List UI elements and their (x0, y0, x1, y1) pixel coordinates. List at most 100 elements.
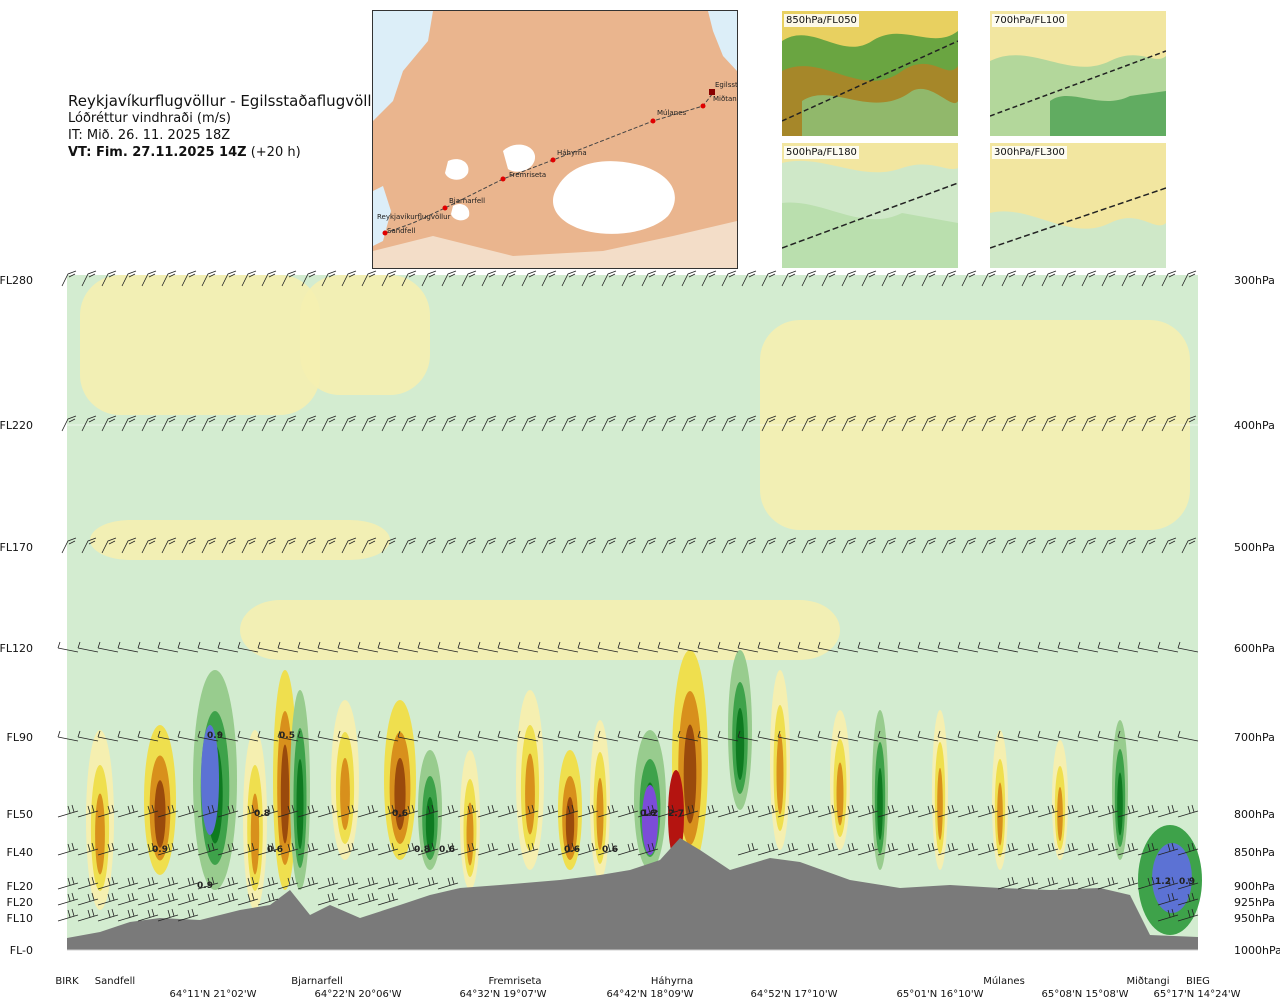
wind-barb (197, 804, 219, 818)
wind-barb (161, 415, 177, 432)
wind-barb (937, 730, 959, 742)
wind-barb (877, 842, 899, 856)
wind-barb (157, 804, 179, 818)
fl-tick-label: FL20 (7, 880, 33, 893)
wind-barb (997, 804, 1019, 818)
waypoint-label: Bjarnarfell (291, 976, 343, 987)
wind-barb (597, 804, 619, 818)
wind-barb (137, 804, 159, 818)
wind-barb (81, 270, 97, 287)
wind-barb (597, 842, 619, 856)
coordinate-label: 64°22'N 20°06'W (315, 989, 402, 1000)
wind-barb (961, 537, 977, 554)
wind-barb (881, 537, 897, 554)
wind-barb (1177, 876, 1199, 890)
route-map: Reykjavíkurflugvöllur Sandfell Bjarnarfe… (372, 10, 738, 269)
wind-barb (317, 842, 339, 856)
wind-barb (957, 641, 979, 653)
strong-downdraft-core (668, 770, 684, 860)
wind-barb (801, 415, 817, 432)
wind-barb (1157, 842, 1179, 856)
wind-barb (617, 804, 639, 818)
wind-barb (857, 641, 879, 653)
value-label: 0.5 (279, 731, 295, 741)
wind-barb (197, 892, 219, 906)
wind-barb (977, 730, 999, 742)
wind-barb (481, 415, 497, 432)
wind-barb (1097, 842, 1119, 856)
wind-barb (177, 876, 199, 890)
coordinate-label: 64°52'N 17°10'W (751, 989, 838, 1000)
wind-barb (577, 804, 599, 818)
wind-barb (757, 842, 779, 856)
wind-barb (1057, 842, 1079, 856)
wind-barb (1021, 537, 1037, 554)
wind-barb (221, 537, 237, 554)
wind-barb (377, 892, 399, 906)
wind-barb (741, 270, 757, 287)
wind-barb (381, 537, 397, 554)
value-labels: 0.90.90.50.90.80.60.60.8 0.6 0.6 0.60.61.2 2… (152, 731, 1195, 891)
wind-barb (857, 842, 879, 856)
wind-barb (577, 641, 599, 653)
wind-barb (357, 876, 379, 890)
wind-barb (957, 730, 979, 742)
map-label-hahyrna: Háhyrna (557, 149, 587, 157)
wind-barb (741, 537, 757, 554)
value-label: 0.9 (197, 881, 213, 891)
wind-barb (837, 804, 859, 818)
wind-barb (677, 641, 699, 653)
wind-barb (837, 641, 859, 653)
wind-barb (921, 415, 937, 432)
wind-barb (397, 804, 419, 818)
wind-barb (137, 842, 159, 856)
wind-barb (841, 415, 857, 432)
wind-barb (941, 270, 957, 287)
wind-barb (1021, 270, 1037, 287)
wind-barb (1141, 537, 1157, 554)
velocity-contour (937, 768, 943, 840)
wind-barb (1137, 876, 1159, 890)
wind-barb (1097, 730, 1119, 742)
map-label-sandfell: Sandfell (387, 227, 415, 235)
wind-barb (617, 641, 639, 653)
valid-time: VT: Fim. 27.11.2025 14Z (68, 145, 247, 160)
wind-barb (737, 730, 759, 742)
wind-barb (537, 730, 559, 742)
wind-barb (1137, 641, 1159, 653)
wind-barb (397, 641, 419, 653)
wind-barb (181, 537, 197, 554)
mini-map-500hpa-svg (782, 143, 958, 268)
fl-tick-label: FL280 (0, 274, 33, 287)
wind-barb (441, 415, 457, 432)
wind-barb (341, 537, 357, 554)
wind-barb (497, 730, 519, 742)
wind-barb (641, 270, 657, 287)
value-label: 0.6 (392, 809, 408, 819)
weak-updraft-region (300, 275, 430, 395)
wind-barb (941, 537, 957, 554)
wind-barb (641, 415, 657, 432)
fl-tick-label: FL20 (7, 896, 33, 909)
wind-barb (1017, 804, 1039, 818)
wind-barb (61, 415, 77, 432)
wind-barb (937, 641, 959, 653)
velocity-contour (394, 758, 406, 830)
wind-barb (721, 537, 737, 554)
wind-barb (361, 270, 377, 287)
wind-barb (417, 730, 439, 742)
wind-barb (257, 892, 279, 906)
wind-barb (77, 892, 99, 906)
velocity-contour (1117, 772, 1123, 836)
wind-barb (117, 730, 139, 742)
wind-barb (137, 908, 159, 922)
waypoint-label: Háhyrna (651, 975, 693, 987)
destination-marker (709, 89, 715, 95)
wind-barb (817, 730, 839, 742)
wind-barb (97, 641, 119, 653)
wind-barb (301, 537, 317, 554)
wind-barb (557, 842, 579, 856)
wind-barb (1117, 876, 1139, 890)
variable-label: Lóðréttur vindhraði (m/s) (68, 111, 231, 126)
wind-barb (1057, 641, 1079, 653)
